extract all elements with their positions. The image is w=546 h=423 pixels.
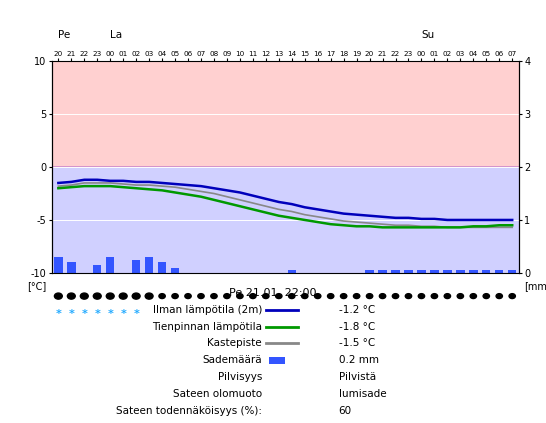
Text: *: * bbox=[55, 309, 61, 319]
Bar bbox=[469, 270, 478, 273]
Text: Sateen olomuoto: Sateen olomuoto bbox=[173, 389, 262, 399]
Bar bbox=[378, 270, 387, 273]
Bar bbox=[145, 257, 153, 273]
Text: 60: 60 bbox=[339, 406, 352, 416]
Bar bbox=[171, 268, 179, 273]
Bar bbox=[93, 265, 102, 273]
Text: 0.2 mm: 0.2 mm bbox=[339, 355, 378, 365]
Text: [mm]: [mm] bbox=[524, 281, 546, 291]
Text: Pilvisyys: Pilvisyys bbox=[218, 372, 262, 382]
Bar bbox=[417, 270, 426, 273]
Text: -1.8 °C: -1.8 °C bbox=[339, 321, 375, 332]
Text: [°C]: [°C] bbox=[27, 281, 46, 291]
Text: Kastepiste: Kastepiste bbox=[207, 338, 262, 349]
Text: *: * bbox=[107, 309, 113, 319]
Bar bbox=[391, 270, 400, 273]
Text: *: * bbox=[120, 309, 126, 319]
Text: -1.2 °C: -1.2 °C bbox=[339, 305, 375, 315]
Bar bbox=[482, 270, 490, 273]
Text: lumisade: lumisade bbox=[339, 389, 386, 399]
Bar bbox=[132, 260, 140, 273]
Bar bbox=[106, 257, 115, 273]
Text: Ilman lämpötila (2m): Ilman lämpötila (2m) bbox=[153, 305, 262, 315]
Text: *: * bbox=[94, 309, 100, 319]
Bar bbox=[495, 270, 503, 273]
Text: Pilvistä: Pilvistä bbox=[339, 372, 376, 382]
Bar bbox=[404, 270, 413, 273]
Text: Pe 21.01. 22:00: Pe 21.01. 22:00 bbox=[229, 288, 317, 298]
Text: Sateen todennäköisyys (%):: Sateen todennäköisyys (%): bbox=[116, 406, 262, 416]
Bar bbox=[508, 270, 517, 273]
Bar bbox=[54, 257, 63, 273]
Text: *: * bbox=[133, 309, 139, 319]
Text: Sademäärä: Sademäärä bbox=[203, 355, 262, 365]
Text: Tienpinnan lämpötila: Tienpinnan lämpötila bbox=[152, 321, 262, 332]
Bar bbox=[158, 262, 167, 273]
Bar bbox=[67, 262, 75, 273]
Bar bbox=[52, 167, 519, 273]
Text: *: * bbox=[68, 309, 74, 319]
Text: *: * bbox=[81, 309, 87, 319]
Bar bbox=[456, 270, 465, 273]
Bar bbox=[52, 61, 519, 167]
Text: -1.5 °C: -1.5 °C bbox=[339, 338, 375, 349]
Bar bbox=[430, 270, 438, 273]
Bar bbox=[288, 270, 296, 273]
Text: La: La bbox=[110, 30, 122, 40]
Bar bbox=[365, 270, 374, 273]
Text: Pe: Pe bbox=[58, 30, 70, 40]
Text: Su: Su bbox=[422, 30, 435, 40]
Bar bbox=[443, 270, 452, 273]
